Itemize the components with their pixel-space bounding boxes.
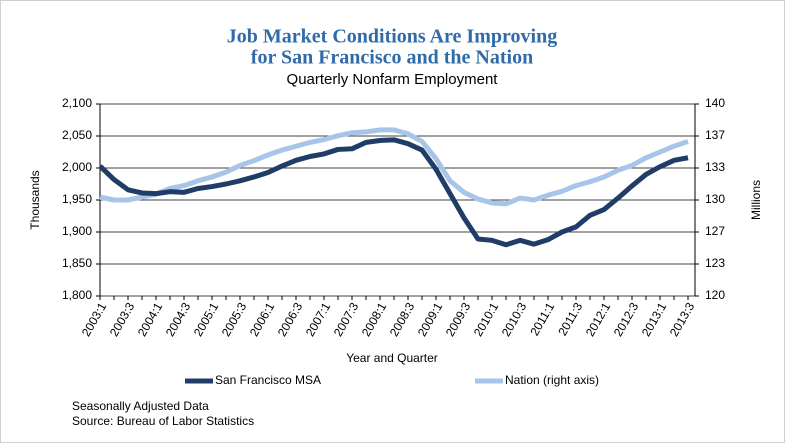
y-tick-label: 2,050 [62,128,92,142]
x-tick-label: 2006:3 [275,300,306,339]
y2-axis-label: Millions [749,180,763,220]
x-tick-label: 2004:1 [135,300,166,339]
x-tick-label: 2004:3 [163,300,194,339]
x-axis-label: Year and Quarter [346,351,438,365]
x-tick-label: 2012:1 [583,300,614,339]
y2-tick-label: 133 [705,160,725,174]
y-tick-label: 1,900 [62,224,92,238]
x-tick-label: 2013:1 [639,300,670,339]
chart-subtitle: Quarterly Nonfarm Employment [287,71,499,88]
legend-label: San Francisco MSA [215,373,321,387]
x-tick-label: 2011:1 [527,300,557,338]
y-tick-label: 2,100 [62,96,92,110]
x-tick-label: 2013:3 [667,300,698,339]
x-tick-label: 2011:3 [555,300,585,338]
x-tick-label: 2007:1 [303,300,334,339]
legend-label: Nation (right axis) [505,373,599,387]
note: Seasonally Adjusted Data [72,399,209,413]
y2-tick-label: 127 [705,224,725,238]
series-line [99,127,689,207]
y-tick-label: 1,800 [62,288,92,302]
y-tick-label: 1,850 [62,256,92,270]
y-axis-label: Thousands [28,170,42,229]
y2-tick-label: 120 [705,288,725,302]
y2-tick-label: 137 [705,128,725,142]
y2-tick-label: 140 [705,96,725,110]
chart-title: Job Market Conditions Are Improving [227,26,557,48]
x-tick-label: 2007:3 [331,300,362,339]
y-tick-label: 1,950 [62,192,92,206]
x-tick-label: 2003:1 [79,300,110,339]
x-tick-label: 2010:1 [471,300,502,339]
x-tick-label: 2010:3 [499,300,530,339]
y2-tick-label: 130 [705,192,725,206]
x-tick-label: 2012:3 [611,300,642,339]
x-tick-label: 2008:1 [359,300,390,339]
x-tick-label: 2009:1 [415,300,446,339]
x-tick-label: 2005:3 [219,300,250,339]
chart-title: for San Francisco and the Nation [251,47,533,69]
x-tick-label: 2005:1 [191,300,222,339]
x-tick-label: 2003:3 [107,300,138,339]
note: Source: Bureau of Labor Statistics [72,414,254,428]
x-tick-label: 2008:3 [387,300,418,339]
y-tick-label: 2,000 [62,160,92,174]
x-tick-label: 2009:3 [443,300,474,339]
x-tick-label: 2006:1 [247,300,278,339]
y2-tick-label: 123 [705,256,725,270]
series-line [98,137,689,248]
